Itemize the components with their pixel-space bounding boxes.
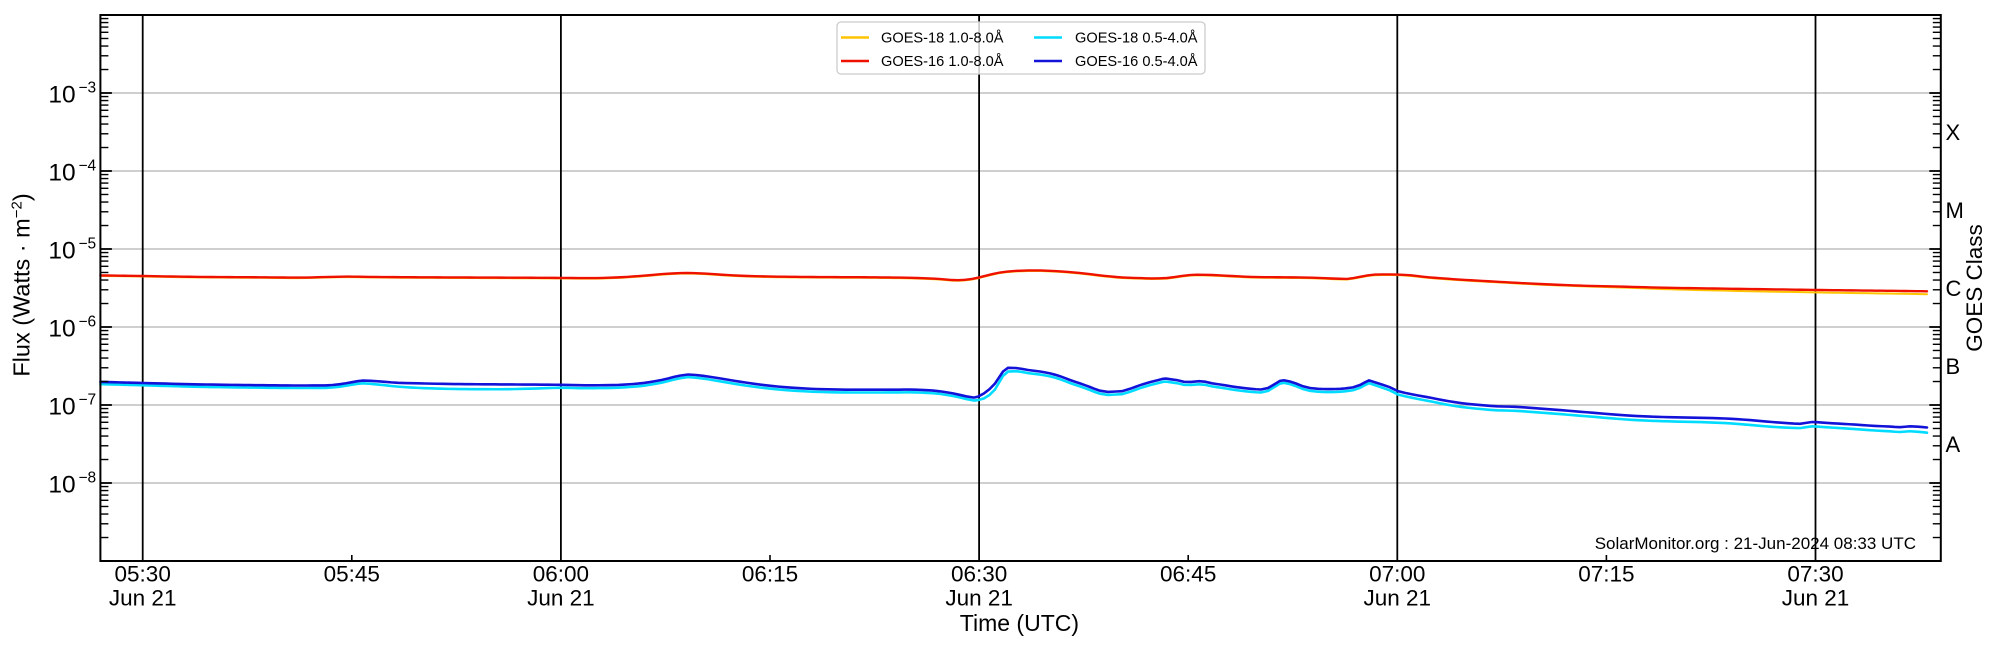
svg-text:07:00: 07:00: [1369, 562, 1425, 587]
svg-text:05:45: 05:45: [324, 562, 380, 587]
svg-text:−4: −4: [79, 158, 97, 175]
svg-text:−5: −5: [79, 236, 97, 253]
svg-text:Jun 21: Jun 21: [109, 586, 177, 611]
svg-text:10: 10: [48, 160, 75, 187]
svg-text:06:45: 06:45: [1160, 562, 1216, 587]
svg-text:10: 10: [48, 82, 75, 109]
svg-text:C: C: [1946, 276, 1962, 301]
svg-text:SolarMonitor.org : 21-Jun-2024: SolarMonitor.org : 21-Jun-2024 08:33 UTC: [1595, 534, 1916, 553]
svg-text:Flux (Watts · m−2): Flux (Watts · m−2): [9, 193, 35, 376]
svg-text:Jun 21: Jun 21: [1782, 586, 1850, 611]
svg-text:GOES-18 0.5-4.0Å: GOES-18 0.5-4.0Å: [1075, 30, 1198, 47]
svg-text:−6: −6: [79, 314, 97, 331]
svg-text:−3: −3: [79, 80, 97, 97]
svg-text:X: X: [1946, 120, 1961, 145]
svg-text:10: 10: [48, 472, 75, 499]
svg-text:M: M: [1946, 198, 1964, 223]
svg-text:06:15: 06:15: [742, 562, 798, 587]
svg-text:−7: −7: [79, 392, 97, 409]
svg-text:GOES-16 1.0-8.0Å: GOES-16 1.0-8.0Å: [881, 53, 1004, 70]
svg-text:Time (UTC): Time (UTC): [960, 610, 1079, 636]
svg-text:−8: −8: [79, 470, 97, 487]
svg-text:10: 10: [48, 238, 75, 265]
svg-text:07:30: 07:30: [1787, 562, 1843, 587]
svg-text:Jun 21: Jun 21: [527, 586, 595, 611]
svg-text:06:30: 06:30: [951, 562, 1007, 587]
svg-text:B: B: [1946, 354, 1961, 379]
svg-text:Jun 21: Jun 21: [945, 586, 1013, 611]
svg-text:GOES-18 1.0-8.0Å: GOES-18 1.0-8.0Å: [881, 30, 1004, 47]
svg-text:10: 10: [48, 316, 75, 343]
svg-text:GOES-16 0.5-4.0Å: GOES-16 0.5-4.0Å: [1075, 53, 1198, 70]
svg-text:GOES Class: GOES Class: [1962, 224, 1987, 352]
svg-text:05:30: 05:30: [115, 562, 171, 587]
svg-text:07:15: 07:15: [1578, 562, 1634, 587]
svg-text:06:00: 06:00: [533, 562, 589, 587]
svg-text:A: A: [1946, 432, 1961, 457]
svg-text:10: 10: [48, 394, 75, 421]
svg-text:Jun 21: Jun 21: [1364, 586, 1432, 611]
